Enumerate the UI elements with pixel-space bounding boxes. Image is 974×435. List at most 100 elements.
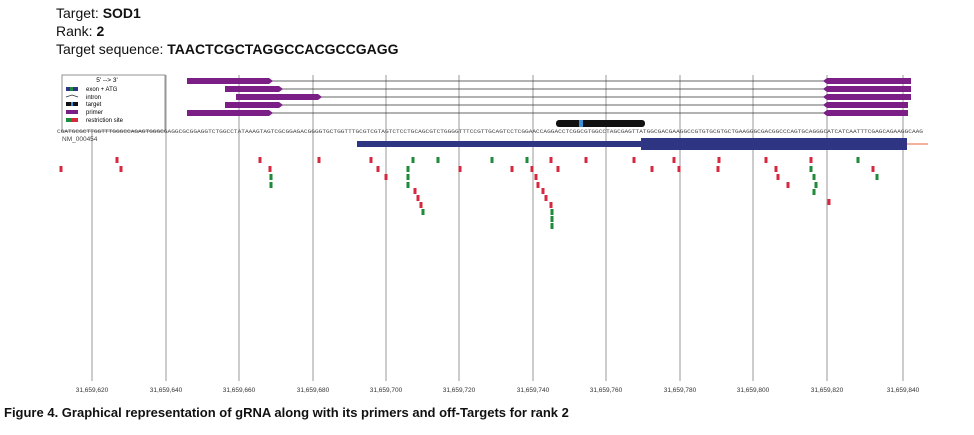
restriction-site-marker [406,174,410,180]
figure-caption: Figure 4. Graphical representation of gR… [4,405,569,420]
x-tick-label: 31,659,800 [737,387,770,394]
x-tick-label: 31,659,840 [887,387,920,394]
primer-arrow [823,102,827,108]
primer-arrow [269,78,273,84]
restriction-site-marker [550,216,554,222]
restriction-sites [59,157,879,229]
primer-right [827,78,911,84]
legend-site-swatch [66,118,72,122]
restriction-site-marker [549,202,553,208]
x-tick-label: 31,659,740 [517,387,550,394]
restriction-site-marker [556,166,560,172]
target-bar [556,120,645,127]
legend-item-exon: exon + ATG [86,87,118,93]
restriction-site-marker [536,182,540,188]
restriction-site-marker [716,166,720,172]
primer-arrow [279,86,283,92]
restriction-site-marker [458,166,462,172]
restriction-site-marker [812,174,816,180]
restriction-site-marker [510,166,514,172]
restriction-site-marker [774,166,778,172]
transcript-utr [357,141,642,147]
gridlines [91,75,904,381]
transcript-id: NM_000454 [62,136,98,143]
restriction-site-marker [550,209,554,215]
restriction-site-marker [419,202,423,208]
restriction-site-marker [59,166,63,172]
x-tick-label: 31,659,820 [811,387,844,394]
x-tick-label: 31,659,640 [150,387,183,394]
legend-item-target: target [86,102,102,108]
restriction-site-marker [411,157,415,163]
primer-left [236,94,318,100]
restriction-site-marker [717,157,721,163]
restriction-site-marker [525,157,529,163]
restriction-site-marker [632,157,636,163]
primer-arrow [823,78,827,84]
legend-primer-swatch [66,110,78,114]
restriction-site-marker [786,182,790,188]
restriction-site-marker [534,174,538,180]
gene-diagram: 5' --> 3' exon + ATG intron target prime… [57,74,928,394]
restriction-site-marker [809,157,813,163]
legend-title: 5' --> 3' [96,77,117,84]
restriction-site-marker [376,166,380,172]
restriction-site-marker [650,166,654,172]
restriction-site-marker [764,157,768,163]
restriction-site-marker [809,166,813,172]
primer-right [827,94,911,100]
restriction-site-marker [268,166,272,172]
target-label: Target: [56,5,99,21]
primer-arrow [318,94,322,100]
restriction-site-marker [812,189,816,195]
x-tick-label: 31,659,760 [590,387,623,394]
restriction-site-marker [856,157,860,163]
restriction-site-marker [384,174,388,180]
restriction-site-marker [827,199,831,205]
primer-right [827,110,908,116]
x-tick-label: 31,659,660 [223,387,256,394]
restriction-site-marker [369,157,373,163]
legend-intron-swatch [65,94,79,98]
restriction-site-marker [317,157,321,163]
target-pam-mark [579,120,583,127]
restriction-site-marker [584,157,588,163]
legend-item-intron: intron [86,95,101,101]
primer-arrow [269,110,273,116]
legend-item-site: restriction site [86,118,124,124]
target-line: Target: SOD1 [56,4,141,22]
x-tick-label: 31,659,680 [297,387,330,394]
restriction-site-marker [549,157,553,163]
rank-label: Rank: [56,23,93,39]
x-tick-label: 31,659,700 [370,387,403,394]
x-tick-label: 31,659,620 [76,387,109,394]
primer-right [827,102,908,108]
restriction-site-marker [541,188,545,194]
restriction-site-marker [269,182,273,188]
primer-arrow [823,110,827,116]
x-tick-label: 31,659,780 [664,387,697,394]
genomic-sequence: CGATGCGCTTGGTTTGGGCCAGAGTGGGCGAGGCGCGGAG… [57,129,923,135]
restriction-site-marker [406,166,410,172]
x-tick-label: 31,659,720 [443,387,476,394]
restriction-site-marker [677,166,681,172]
rank-line: Rank: 2 [56,22,104,40]
primer-left [187,110,269,116]
restriction-site-marker [258,157,262,163]
restriction-site-marker [436,157,440,163]
primer-arrow [823,94,827,100]
restriction-site-marker [550,223,554,229]
primer-arrow [823,86,827,92]
restriction-site-marker [875,174,879,180]
legend: 5' --> 3' exon + ATG intron target prime… [61,74,166,132]
rank-value: 2 [96,23,105,39]
restriction-site-marker [490,157,494,163]
restriction-site-marker [421,209,425,215]
primer-left [225,102,279,108]
restriction-site-marker [413,188,417,194]
legend-item-primer: primer [86,110,103,116]
primer-arrow [279,102,283,108]
target-name: SOD1 [102,5,141,21]
primer-left [225,86,279,92]
primer-tracks [187,78,911,116]
